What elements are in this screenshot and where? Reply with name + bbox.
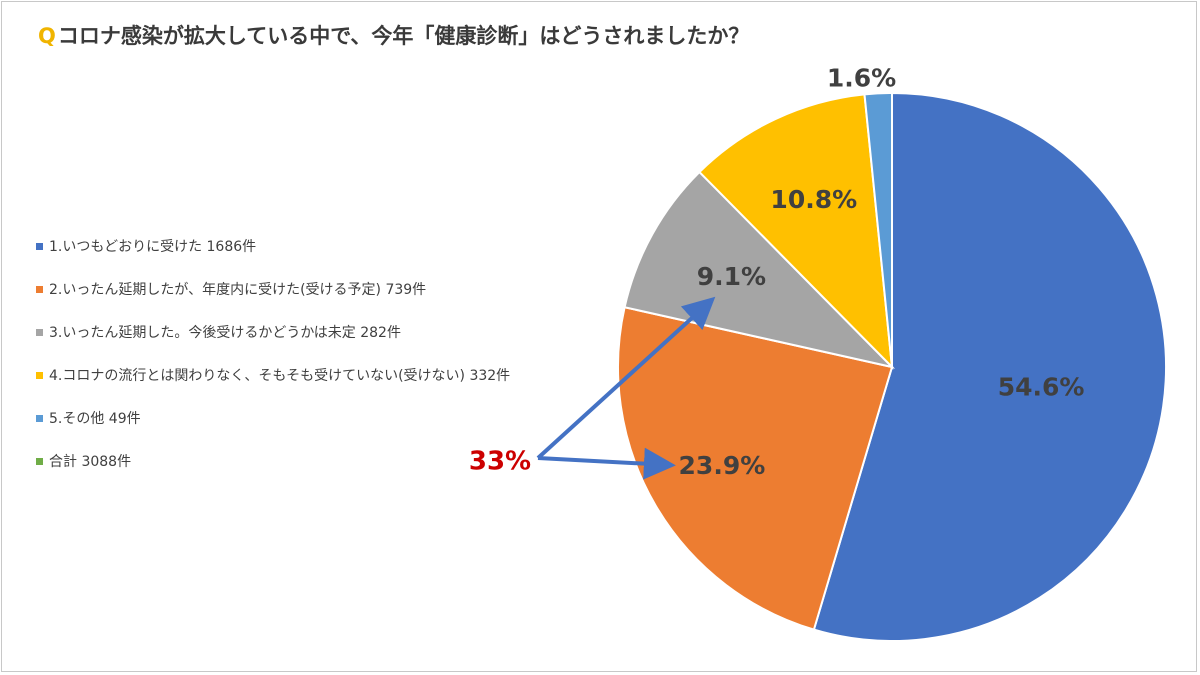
pie-slice [698, 93, 894, 370]
callout-arrow [537, 447, 676, 480]
legend-swatch [36, 371, 43, 379]
legend-item: 2.いったん延期したが、年度内に受けた(受ける予定) 739件 [36, 279, 426, 299]
slice-data-label: 1.6% [827, 63, 896, 92]
chart-title: Qコロナ感染が拡大している中で、今年「健康診断」はどうされましたか？ [38, 20, 749, 50]
legend-item: 合計 3088件 [36, 451, 131, 471]
legend-swatch [36, 457, 43, 465]
q-mark: Q [38, 24, 56, 48]
slice-data-label: 9.1% [697, 262, 766, 291]
legend-label: 2.いったん延期したが、年度内に受けた(受ける予定) 739件 [49, 282, 427, 298]
pie-slice [812, 91, 1167, 642]
slice-data-label: 23.9% [679, 451, 766, 480]
legend-label: 3.いったん延期した。今後受けるかどうかは未定 282件 [49, 325, 401, 341]
pie-slice [863, 91, 893, 368]
chart-title-text: コロナ感染が拡大している中で、今年「健康診断」はどうされましたか？ [57, 24, 750, 48]
pie-slice [617, 306, 894, 631]
legend-label: 1.いつもどおりに受けた 1686件 [49, 239, 257, 255]
callout-arrow [536, 296, 716, 460]
legend-item: 5.その他 49件 [36, 408, 141, 428]
legend-item: 4.コロナの流行とは関わりなく、そもそも受けていない(受けない) 332件 [36, 365, 510, 385]
legend-label: 5.その他 49件 [49, 411, 141, 427]
slice-data-label: 54.6% [998, 373, 1085, 402]
callout-label: 33% [469, 447, 531, 477]
legend-item: 3.いったん延期した。今後受けるかどうかは未定 282件 [36, 322, 401, 342]
legend-label: 合計 3088件 [49, 454, 132, 470]
legend-swatch [36, 242, 43, 250]
slice-data-label: 10.8% [770, 185, 857, 214]
legend-swatch [36, 328, 43, 336]
legend-swatch [36, 285, 43, 293]
legend-label: 4.コロナの流行とは関わりなく、そもそも受けていない(受けない) 332件 [49, 368, 511, 384]
legend-item: 1.いつもどおりに受けた 1686件 [36, 236, 256, 256]
legend-swatch [36, 414, 43, 422]
